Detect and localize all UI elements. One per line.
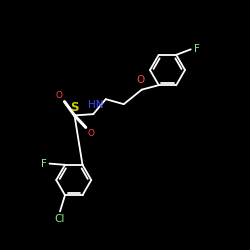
Text: Cl: Cl [55,214,65,224]
Text: O: O [136,75,144,85]
Text: F: F [40,158,46,168]
Text: O: O [88,129,95,138]
Text: HN: HN [88,100,104,110]
Text: F: F [194,44,200,54]
Text: O: O [56,91,62,100]
Text: S: S [70,102,79,114]
